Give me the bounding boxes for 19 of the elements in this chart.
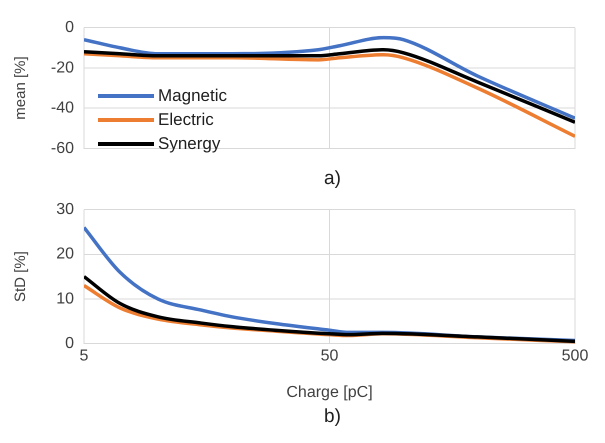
y-tick-label: -20 <box>50 59 74 76</box>
legend-label: Magnetic <box>158 85 227 108</box>
y-tick-label: 20 <box>56 246 74 263</box>
y-axis-title: StD [%] <box>12 251 30 302</box>
y-tick-label: -40 <box>50 100 74 117</box>
x-tick-label: 5 <box>80 348 89 365</box>
y-tick-label: 0 <box>65 19 74 36</box>
text: a) <box>323 168 342 190</box>
y-tick-label: -60 <box>50 140 74 157</box>
y-tick-label: 10 <box>56 290 74 308</box>
x-axis-title: Charge [pC] <box>286 384 373 401</box>
legend-label: Synergy <box>158 133 220 156</box>
legend-label: Electric <box>158 109 214 132</box>
y-tick-label: 30 <box>56 201 74 218</box>
y-tick-label: 0 <box>65 335 74 352</box>
x-tick-label: 50 <box>320 348 338 365</box>
x-tick-label: 500 <box>562 348 588 365</box>
text: b) <box>323 406 342 428</box>
y-axis-title: mean [%] <box>12 56 30 120</box>
